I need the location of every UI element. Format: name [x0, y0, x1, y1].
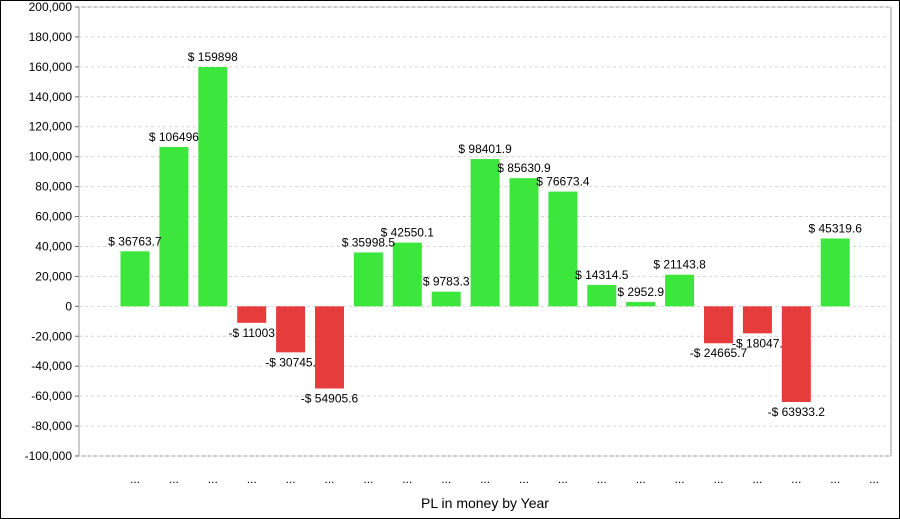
y-tick-label: -40,000: [31, 359, 72, 373]
bars: [120, 67, 850, 403]
x-tick-label: ...: [480, 472, 490, 486]
x-tick-label: ...: [519, 472, 529, 486]
data-label: $ 45319.6: [809, 222, 863, 236]
data-label: $ 98401.9: [458, 142, 512, 156]
x-tick-label: ...: [363, 472, 373, 486]
y-tick-label: 60,000: [35, 210, 72, 224]
y-tick-label: -60,000: [31, 389, 72, 403]
data-label: -$ 11003: [228, 326, 275, 340]
y-tick-label: 180,000: [29, 30, 73, 44]
y-tick-label: -100,000: [25, 449, 73, 463]
bar: [781, 306, 811, 403]
data-label: $ 76673.4: [536, 175, 590, 189]
bar: [626, 301, 656, 307]
data-label: -$ 18047.: [732, 336, 783, 350]
bar: [665, 274, 695, 307]
bar: [353, 252, 383, 307]
bar: [587, 284, 617, 307]
x-tick-label: ...: [130, 472, 140, 486]
y-tick-label: 140,000: [29, 90, 73, 104]
y-tick-label: -80,000: [31, 419, 72, 433]
bar: [237, 306, 267, 323]
y-tick-label: 100,000: [29, 150, 73, 164]
x-tick-label: ...: [441, 472, 451, 486]
data-label: $ 21143.8: [653, 258, 706, 272]
y-tick-label: 0: [65, 299, 72, 313]
bar: [742, 306, 772, 334]
x-tick-label: ...: [169, 472, 179, 486]
bar: [509, 178, 539, 307]
bar: [392, 242, 422, 307]
x-tick-label: ...: [675, 472, 685, 486]
data-labels: $ 36763.7 $ 106496 $ 159898 -$ 11003 -$ 3074…: [108, 50, 862, 419]
x-tick-label: ...: [713, 472, 723, 486]
bar: [704, 306, 733, 344]
data-label: -$ 24665.7: [690, 346, 748, 360]
x-tick-label: ...: [869, 472, 879, 486]
bar: [431, 291, 461, 307]
x-tick-label: ...: [247, 472, 257, 486]
x-tick-label: ...: [597, 472, 607, 486]
data-label: $ 85630.9: [497, 161, 551, 175]
data-label: $ 36763.7: [108, 234, 162, 248]
x-tick-label: ...: [324, 472, 334, 486]
bar: [276, 306, 306, 353]
x-tick-label: ...: [791, 472, 801, 486]
bar: [315, 306, 344, 389]
y-tick-label: 120,000: [29, 120, 73, 134]
y-tick-label: 80,000: [35, 180, 72, 194]
bar: [820, 238, 850, 307]
data-label: -$ 54905.6: [301, 392, 359, 406]
data-label: $ 14314.5: [575, 268, 629, 282]
data-label: $ 2952.9: [617, 285, 664, 299]
x-axis: ........................................…: [130, 472, 879, 486]
data-label: -$ 30745.: [265, 355, 316, 369]
bar: [548, 191, 578, 307]
x-tick-label: ...: [402, 472, 412, 486]
x-axis-label: PL in money by Year: [421, 495, 549, 511]
data-label: $ 35998.5: [342, 235, 396, 249]
bar: [470, 159, 500, 307]
x-tick-label: ...: [208, 472, 218, 486]
bar: [120, 251, 150, 307]
data-label: -$ 63933.2: [768, 405, 826, 419]
bar: [159, 146, 189, 307]
y-tick-label: 20,000: [35, 269, 72, 283]
x-tick-label: ...: [830, 472, 840, 486]
data-label: $ 9783.3: [423, 275, 470, 289]
y-axis: 200,000 180,000 160,000 140,000 120,000 100,0…: [25, 1, 79, 463]
bar: [198, 67, 228, 307]
y-tick-label: 40,000: [35, 239, 72, 253]
y-tick-label: -20,000: [31, 329, 72, 343]
data-label: $ 42550.1: [381, 226, 435, 240]
y-tick-label: 200,000: [29, 1, 73, 14]
x-tick-label: ...: [752, 472, 762, 486]
data-label: $ 106496: [149, 130, 199, 144]
x-tick-label: ...: [636, 472, 646, 486]
data-label: $ 159898: [188, 50, 238, 64]
y-tick-label: 160,000: [29, 60, 73, 74]
x-tick-label: ...: [558, 472, 568, 486]
x-tick-label: ...: [286, 472, 296, 486]
